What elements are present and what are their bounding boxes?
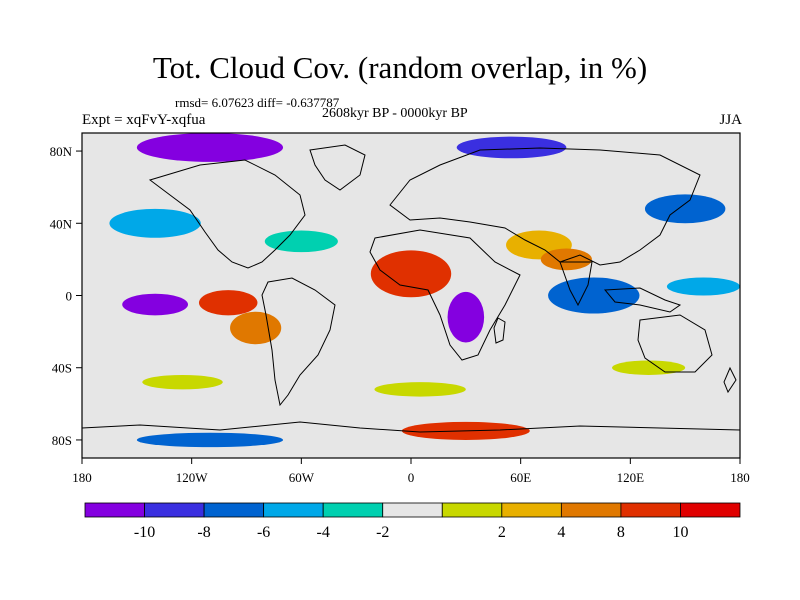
colorbar-label: 4 <box>557 524 565 541</box>
coastline-india <box>559 261 593 307</box>
anomaly-region <box>122 293 189 316</box>
colorbar-swatch <box>441 502 503 518</box>
coastlines <box>82 144 740 433</box>
colorbar-swatch <box>263 502 324 518</box>
coastline-north-america <box>148 159 306 269</box>
colorbar-swatch <box>203 502 265 518</box>
lon-tick-label: 120E <box>617 470 645 485</box>
colorbar-label: -6 <box>257 524 270 541</box>
anomaly-region <box>612 360 686 375</box>
colorbar-label: -8 <box>197 524 210 541</box>
colorbar-label: -2 <box>376 524 389 541</box>
colorbar-label: 10 <box>672 524 688 541</box>
coastline-eurasia <box>389 147 701 266</box>
lat-tick-label: 80N <box>50 144 73 159</box>
anomaly-region <box>198 290 258 316</box>
coastline-maritime-continent <box>603 287 682 313</box>
colorbar-swatch <box>382 502 443 518</box>
map-axes: 180 120W 60W 0 60E 120E 180 80N 40N 0 40S 80S <box>50 144 750 485</box>
anomaly-region <box>447 291 485 343</box>
coastline-greenland <box>309 144 366 191</box>
anomaly-region <box>136 133 284 162</box>
lon-tick-label: 180 <box>730 470 750 485</box>
colorbar: -10 -8 -6 -4 -2 2 4 8 10 <box>84 502 741 541</box>
anomaly-region <box>456 136 567 159</box>
colorbar-label: 2 <box>498 524 506 541</box>
anomaly-region <box>548 277 640 314</box>
colorbar-label: 8 <box>617 524 625 541</box>
anomaly-region <box>666 277 740 296</box>
colorbar-label: -10 <box>134 524 155 541</box>
colorbar-swatch <box>501 502 562 518</box>
colorbar-swatch <box>560 502 622 518</box>
season-label: JJA <box>719 112 742 128</box>
lon-tick-label: 60W <box>289 470 315 485</box>
coastline-africa <box>369 229 521 361</box>
coastline-antarctica <box>82 421 740 433</box>
anomaly-region <box>370 250 452 298</box>
plot-title: Tot. Cloud Cov. (random overlap, in %) <box>152 50 648 85</box>
lat-tick-label: 40N <box>50 216 73 231</box>
lon-tick-label: 60E <box>510 470 531 485</box>
lat-tick-label: 40S <box>52 361 72 376</box>
lon-tick-label: 120W <box>176 470 209 485</box>
stats-line: rmsd= 6.07623 diff= -0.637787 <box>175 95 340 110</box>
anomaly-region <box>136 432 284 448</box>
colorbar-label: -4 <box>317 524 330 541</box>
colorbar-swatch <box>680 502 741 518</box>
coastline-new-zealand <box>723 366 737 394</box>
colorbar-swatch <box>144 502 205 518</box>
coastline-south-america <box>261 277 336 407</box>
coastline-australia <box>637 314 713 373</box>
lon-tick-label: 180 <box>72 470 92 485</box>
anomaly-region <box>644 194 726 224</box>
anomaly-region <box>109 208 201 238</box>
lat-tick-label: 0 <box>66 289 73 304</box>
experiment-label: Expt = xqFvY-xqfua <box>82 112 206 128</box>
anomaly-region <box>230 311 282 345</box>
period-label: 2608kyr BP - 0000kyr BP <box>322 106 468 121</box>
lat-tick-label: 80S <box>52 433 72 448</box>
anomaly-field <box>109 133 740 448</box>
anomaly-region <box>264 230 338 253</box>
anomaly-region <box>142 374 223 390</box>
colorbar-swatch <box>322 502 384 518</box>
anomaly-region <box>374 382 466 397</box>
colorbar-swatch <box>84 502 145 518</box>
coastline-madagascar <box>493 317 506 344</box>
colorbar-swatch <box>620 502 681 518</box>
lon-tick-label: 0 <box>408 470 415 485</box>
